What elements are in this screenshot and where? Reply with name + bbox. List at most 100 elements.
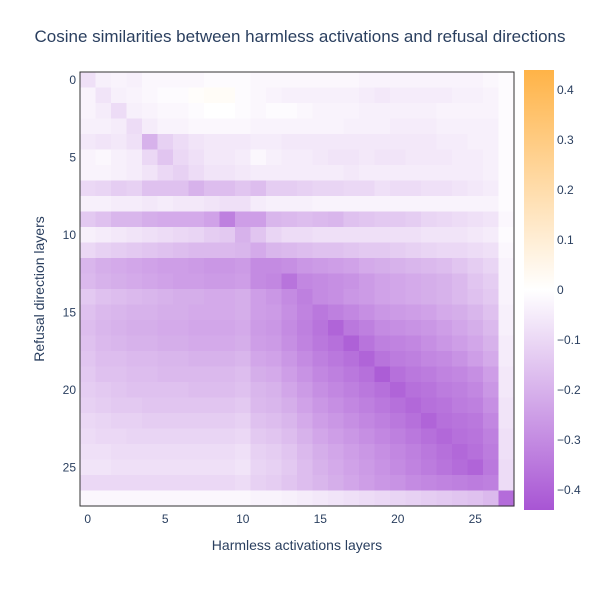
heatmap-cell (173, 475, 190, 492)
heatmap-cell (142, 134, 159, 151)
heatmap-cell (343, 196, 360, 213)
heatmap-cell (235, 382, 252, 399)
heatmap-cell (498, 320, 515, 337)
heatmap-cell (374, 444, 391, 461)
heatmap-cell (328, 444, 345, 461)
heatmap-cell (405, 211, 422, 228)
y-axis-ticks: 0 5 10 15 20 25 (63, 73, 77, 475)
heatmap-cell (436, 149, 453, 166)
heatmap-cell (142, 413, 159, 430)
heatmap-cell (405, 320, 422, 337)
heatmap-cell (405, 118, 422, 135)
heatmap-cell (250, 149, 267, 166)
heatmap-cell (328, 475, 345, 492)
heatmap-cell (297, 118, 314, 135)
heatmap-cell (111, 227, 128, 244)
heatmap-cell (405, 413, 422, 430)
y-tick-label: 10 (63, 228, 77, 242)
heatmap-cell (250, 103, 267, 120)
heatmap-cell (173, 366, 190, 383)
heatmap-cell (188, 475, 205, 492)
heatmap-cell (281, 397, 298, 414)
heatmap-cell (359, 397, 376, 414)
heatmap-cell (80, 490, 97, 507)
heatmap-cell (328, 72, 345, 89)
heatmap-cell (235, 351, 252, 368)
heatmap-cell (328, 289, 345, 306)
heatmap-cell (483, 72, 500, 89)
x-tick-label: 20 (391, 512, 405, 526)
heatmap-cell (266, 72, 283, 89)
heatmap-cell (297, 304, 314, 321)
heatmap-cell (498, 289, 515, 306)
heatmap-cell (498, 351, 515, 368)
heatmap-cell (250, 397, 267, 414)
heatmap-cell (359, 351, 376, 368)
heatmap-cell (235, 134, 252, 151)
heatmap-cell (266, 118, 283, 135)
heatmap-cell (359, 103, 376, 120)
heatmap-cell (281, 180, 298, 197)
heatmap-cell (359, 180, 376, 197)
heatmap-cell (142, 273, 159, 290)
heatmap-cell (390, 227, 407, 244)
heatmap-cell (359, 459, 376, 476)
heatmap-cell (219, 490, 236, 507)
heatmap-cell (126, 103, 143, 120)
heatmap-cell (219, 475, 236, 492)
heatmap-cell (281, 103, 298, 120)
heatmap-cell (483, 118, 500, 135)
heatmap-cell (390, 165, 407, 182)
heatmap-cell (266, 366, 283, 383)
heatmap-cell (281, 258, 298, 275)
heatmap-cell (157, 490, 174, 507)
heatmap-cell (359, 382, 376, 399)
heatmap-cell (312, 289, 329, 306)
heatmap-cell (157, 258, 174, 275)
heatmap-cell (281, 242, 298, 259)
heatmap-cell (95, 149, 112, 166)
heatmap-cell (328, 428, 345, 445)
heatmap-cell (343, 351, 360, 368)
heatmap-cell (312, 118, 329, 135)
heatmap-cell (266, 413, 283, 430)
heatmap-cell (235, 273, 252, 290)
heatmap-cell (204, 366, 221, 383)
heatmap-cell (157, 459, 174, 476)
heatmap-cell (281, 304, 298, 321)
heatmap-cell (266, 428, 283, 445)
heatmap-cell (421, 273, 438, 290)
heatmap-cell (250, 258, 267, 275)
heatmap-cell (188, 103, 205, 120)
x-tick-label: 10 (236, 512, 250, 526)
heatmap-cell (250, 382, 267, 399)
heatmap-cell (173, 428, 190, 445)
heatmap-cell (328, 87, 345, 104)
heatmap-cell (312, 211, 329, 228)
heatmap-cell (157, 366, 174, 383)
heatmap-cell (126, 211, 143, 228)
heatmap-cell (266, 304, 283, 321)
heatmap-cell (142, 180, 159, 197)
heatmap-cell (328, 258, 345, 275)
heatmap-cell (359, 258, 376, 275)
heatmap-cell (436, 382, 453, 399)
heatmap-cell (452, 289, 469, 306)
heatmap-cell (281, 227, 298, 244)
heatmap-cell (142, 335, 159, 352)
heatmap-cell (328, 227, 345, 244)
heatmap-cell (436, 397, 453, 414)
heatmap-cell (157, 382, 174, 399)
heatmap-cell (421, 180, 438, 197)
heatmap-cell (250, 227, 267, 244)
heatmap-cell (281, 382, 298, 399)
heatmap-cell (80, 335, 97, 352)
heatmap-cell (126, 397, 143, 414)
heatmap-cell (157, 335, 174, 352)
heatmap-cell (467, 428, 484, 445)
heatmap-cell (328, 180, 345, 197)
heatmap-cell (266, 351, 283, 368)
heatmap-cell (219, 304, 236, 321)
heatmap-cell (95, 304, 112, 321)
